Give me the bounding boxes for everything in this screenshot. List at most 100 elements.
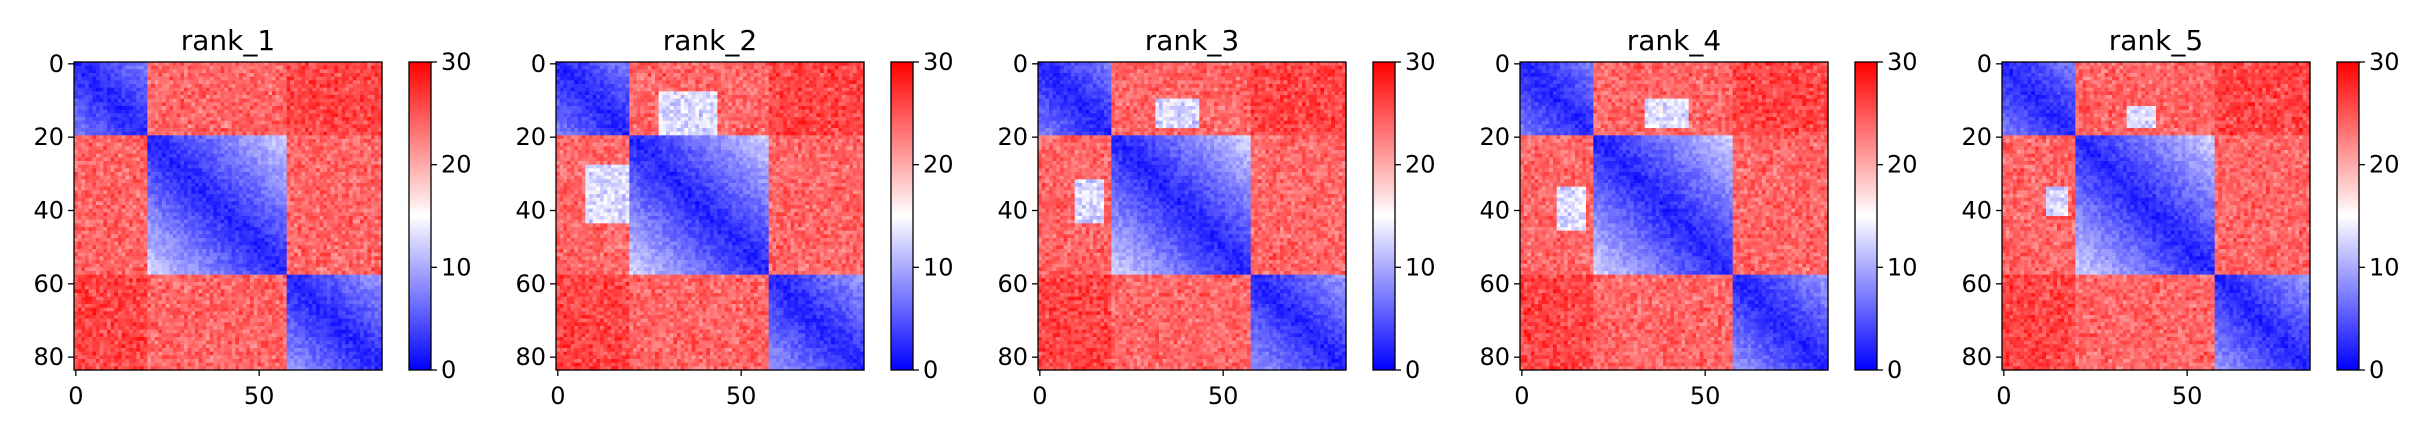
heatmap-cell (356, 84, 360, 88)
heatmap-cell (202, 95, 206, 99)
heatmap-cell (305, 110, 309, 114)
heatmap-cell (228, 77, 232, 81)
heatmap-cell (147, 194, 151, 198)
heatmap-cell (180, 99, 184, 103)
heatmap-cell (125, 69, 129, 73)
heatmap-cell (283, 143, 287, 147)
heatmap-cell (96, 150, 100, 154)
heatmap-cell (375, 176, 379, 180)
heatmap-cell (111, 157, 115, 161)
heatmap-cell (177, 198, 181, 202)
heatmap-cell (356, 187, 360, 191)
heatmap-cell (114, 205, 118, 209)
heatmap-cell (323, 128, 327, 132)
heatmap-cell (125, 223, 129, 227)
heatmap-cell (122, 73, 126, 77)
heatmap-cell (103, 117, 107, 121)
heatmap-cell (107, 99, 111, 103)
heatmap-cell (360, 154, 364, 158)
heatmap-cell (349, 84, 353, 88)
heatmap-cell (228, 157, 232, 161)
heatmap-cell (342, 135, 346, 139)
heatmap-cell (92, 146, 96, 150)
heatmap-cell (140, 91, 144, 95)
heatmap-cell (162, 187, 166, 191)
heatmap-cell (195, 139, 199, 143)
heatmap-cell (232, 201, 236, 205)
heatmap-cell (305, 212, 309, 216)
heatmap-cell (122, 121, 126, 125)
heatmap-cell (268, 165, 272, 169)
heatmap-cell (276, 99, 280, 103)
heatmap-cell (287, 143, 291, 147)
heatmap-cell (360, 183, 364, 187)
heatmap-cell (331, 128, 335, 132)
heatmap-cell (342, 66, 346, 70)
heatmap-cell (301, 117, 305, 121)
heatmap-cell (107, 143, 111, 147)
heatmap-cell (213, 146, 217, 150)
heatmap-cell (191, 223, 195, 227)
heatmap-cell (367, 176, 371, 180)
heatmap-cell (199, 146, 203, 150)
heatmap-cell (103, 139, 107, 143)
heatmap-cell (184, 165, 188, 169)
heatmap-cell (345, 110, 349, 114)
heatmap-cell (213, 128, 217, 132)
heatmap-cell (331, 106, 335, 110)
heatmap-cell (360, 121, 364, 125)
heatmap-cell (298, 190, 302, 194)
heatmap-cell (287, 216, 291, 220)
heatmap-cell (217, 190, 221, 194)
heatmap-cell (114, 106, 118, 110)
heatmap-cell (294, 150, 298, 154)
heatmap-cell (155, 143, 159, 147)
heatmap-cell (338, 209, 342, 213)
heatmap-cell (111, 223, 115, 227)
heatmap-cell (114, 150, 118, 154)
heatmap-cell (188, 66, 192, 70)
heatmap-cell (195, 198, 199, 202)
heatmap-cell (136, 146, 140, 150)
heatmap-cell (243, 95, 247, 99)
heatmap-cell (345, 139, 349, 143)
heatmap-cell (261, 212, 265, 216)
heatmap-cell (342, 95, 346, 99)
heatmap-cell (353, 143, 357, 147)
heatmap-cell (342, 220, 346, 224)
heatmap-cell (162, 179, 166, 183)
heatmap-cell (125, 73, 129, 77)
heatmap-cell (125, 95, 129, 99)
heatmap-cell (155, 99, 159, 103)
heatmap-cell (129, 190, 133, 194)
heatmap-cell (125, 194, 129, 198)
heatmap-cell (327, 128, 331, 132)
heatmap-cell (272, 143, 276, 147)
heatmap-cell (129, 216, 133, 220)
heatmap-cell (136, 201, 140, 205)
heatmap-cell (279, 161, 283, 165)
heatmap-cell (199, 190, 203, 194)
heatmap-cell (155, 132, 159, 136)
heatmap-cell (338, 110, 342, 114)
heatmap-cell (371, 73, 375, 77)
heatmap-cell (100, 179, 104, 183)
heatmap-cell (169, 194, 173, 198)
heatmap-cell (162, 223, 166, 227)
heatmap-cell (345, 124, 349, 128)
heatmap-cell (199, 88, 203, 92)
heatmap-cell (334, 80, 338, 84)
heatmap-cell (320, 110, 324, 114)
heatmap-cell (136, 183, 140, 187)
heatmap-cell (166, 139, 170, 143)
heatmap-cell (367, 106, 371, 110)
heatmap-cell (327, 95, 331, 99)
heatmap-cell (140, 95, 144, 99)
heatmap-cell (246, 88, 250, 92)
heatmap-cell (213, 157, 217, 161)
heatmap-cell (78, 194, 82, 198)
heatmap-cell (151, 80, 155, 84)
heatmap-cell (177, 128, 181, 132)
heatmap-cell (298, 128, 302, 132)
heatmap-cell (246, 66, 250, 70)
